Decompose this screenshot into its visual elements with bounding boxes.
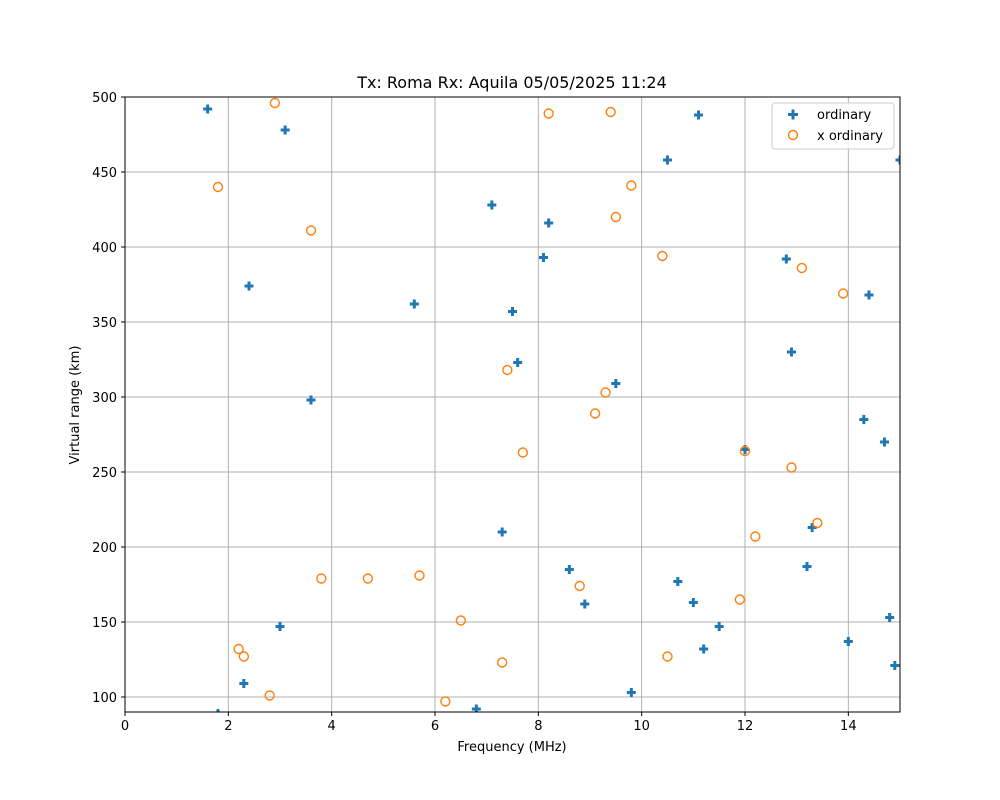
y-axis-ticks: 100 150 200 250 300 350 400 450 500 (92, 91, 125, 706)
ordinary-point (895, 155, 900, 165)
x-ordinary-point (662, 651, 673, 662)
ordinary-point (626, 688, 636, 697)
ordinary-point (471, 704, 481, 712)
ordinary-point (880, 437, 889, 447)
x-ordinary-point (305, 225, 317, 236)
x-ordinary-point (238, 651, 250, 662)
ordinary-point (497, 527, 507, 537)
y-axis-label: Virtual range (km) (68, 346, 83, 465)
ordinary-point (694, 110, 703, 120)
x-ordinary-point (212, 181, 224, 193)
ordinary-point (580, 599, 590, 609)
y-tick-label: 400 (92, 241, 117, 256)
ordinary-point (802, 562, 812, 571)
x-ordinary-point (600, 387, 611, 398)
x-ordinary-point (786, 462, 797, 473)
ordinary-point (203, 104, 213, 114)
y-tick-label: 300 (92, 391, 117, 406)
ordinary-point (544, 218, 554, 228)
x-ordinary-point (414, 570, 425, 581)
legend-label-x-ordinary: x ordinary (817, 129, 883, 144)
ordinary-point (864, 290, 874, 300)
x-ordinary-point (812, 517, 823, 529)
ordinary-point (275, 622, 285, 631)
x-tick-label: 12 (737, 719, 754, 734)
x-ordinary-point (605, 106, 616, 118)
legend-box (771, 102, 895, 150)
x-ordinary-point (517, 447, 529, 458)
y-tick-label: 150 (92, 616, 117, 631)
x-tick-label: 10 (633, 719, 650, 734)
x-ordinary-point (233, 643, 244, 655)
plus-marker-icon (788, 109, 798, 120)
axes-frame (124, 96, 901, 713)
ordinary-point (487, 200, 497, 210)
ordinary-point (688, 598, 698, 607)
ordinary-point (539, 253, 548, 262)
ordinary-point (244, 281, 254, 291)
ordinary-point (843, 637, 853, 646)
y-tick-label: 100 (92, 691, 117, 706)
x-ordinary-point (496, 657, 508, 668)
x-ordinary-point (502, 364, 513, 376)
x-ordinary-point (264, 690, 275, 701)
ordinary-point (699, 644, 709, 654)
x-tick-label: 14 (840, 719, 857, 734)
x-ordinary-point (657, 250, 668, 262)
y-tick-label: 250 (92, 466, 117, 481)
x-ordinary-point (734, 594, 746, 605)
circle-marker-icon (787, 129, 799, 141)
y-tick-label: 450 (92, 166, 117, 181)
x-tick-label: 4 (328, 719, 336, 734)
x-axis-ticks: 0 2 4 6 8 10 12 14 (121, 712, 857, 734)
ordinary-point (673, 577, 683, 586)
x-ordinary-point (269, 97, 281, 109)
legend-label-ordinary: ordinary (817, 108, 871, 123)
y-tick-label: 200 (92, 541, 117, 556)
data-points (203, 97, 900, 712)
chart-title: Tx: Roma Rx: Aquila 05/05/2025 11:24 (356, 73, 667, 92)
x-ordinary-point (440, 696, 451, 707)
ordinary-point (306, 395, 316, 405)
legend: ordinary x ordinary (771, 102, 895, 150)
x-ordinary-point (750, 531, 761, 542)
x-tick-label: 0 (121, 719, 129, 734)
x-ordinary-point (589, 408, 601, 419)
x-ordinary-point (543, 108, 554, 119)
ordinary-point (885, 613, 895, 622)
grid-lines (125, 97, 900, 712)
x-tick-label: 6 (431, 719, 439, 734)
x-ordinary-point (739, 445, 751, 457)
x-ordinary-point (316, 573, 327, 584)
ordinary-point (409, 299, 419, 309)
y-tick-label: 350 (92, 316, 117, 331)
x-tick-label: 8 (534, 719, 542, 734)
ordinary-point (213, 709, 223, 712)
x-ordinary-point (455, 615, 467, 626)
x-ordinary-point (837, 288, 849, 299)
ordinary-point (611, 379, 621, 388)
ordinary-point (714, 622, 724, 631)
ordinary-point (663, 155, 672, 165)
ordinary-point (564, 565, 574, 574)
ordinary-point (239, 679, 249, 688)
ordinary-point (781, 254, 791, 264)
ordinary-point (280, 125, 290, 135)
ordinary-point (859, 415, 869, 424)
x-tick-label: 2 (224, 719, 232, 734)
x-ordinary-point (362, 573, 374, 584)
x-ordinary-point (610, 211, 622, 223)
x-ordinary-point (574, 580, 585, 592)
y-tick-label: 500 (92, 91, 117, 106)
ordinary-point (508, 307, 517, 316)
x-ordinary-point (626, 180, 637, 191)
ordinary-point (890, 661, 900, 670)
x-ordinary-point (796, 262, 808, 274)
ordinary-point (513, 358, 523, 367)
ordinary-point (787, 347, 796, 357)
x-axis-label: Frequency (MHz) (457, 740, 566, 755)
